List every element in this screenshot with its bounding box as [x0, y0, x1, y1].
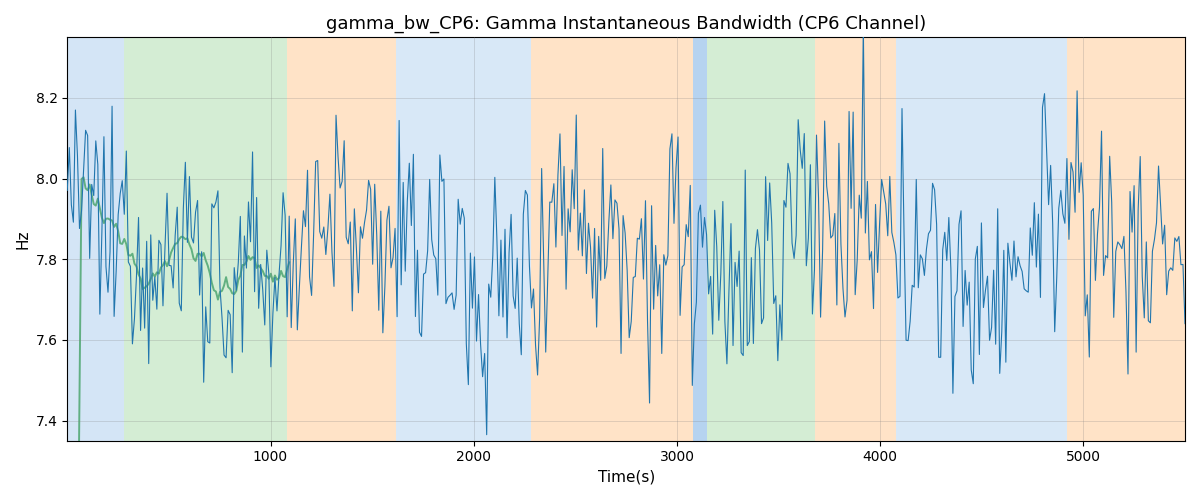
Bar [124, 38, 287, 440]
Bar [694, 38, 708, 440]
Bar [896, 38, 1067, 440]
Bar [708, 38, 815, 440]
Bar [530, 38, 694, 440]
Bar [1067, 38, 1186, 440]
Bar [67, 38, 124, 440]
Bar [815, 38, 896, 440]
Title: gamma_bw_CP6: Gamma Instantaneous Bandwidth (CP6 Channel): gamma_bw_CP6: Gamma Instantaneous Bandwi… [326, 15, 926, 34]
Bar [396, 38, 530, 440]
X-axis label: Time(s): Time(s) [598, 470, 655, 485]
Bar [287, 38, 396, 440]
Y-axis label: Hz: Hz [16, 230, 30, 249]
